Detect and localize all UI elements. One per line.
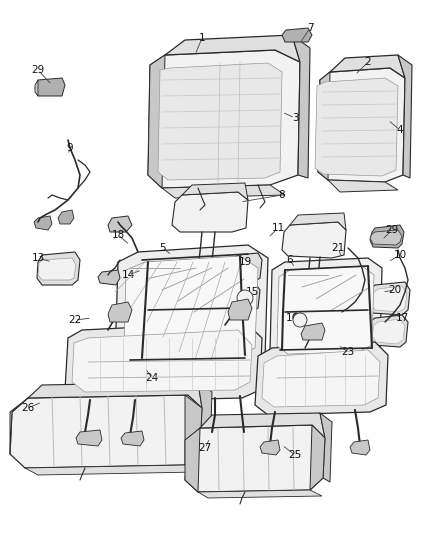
Polygon shape [198,382,212,456]
Polygon shape [185,395,202,465]
Polygon shape [316,272,325,280]
Polygon shape [148,55,165,188]
Text: 5: 5 [159,243,165,253]
Polygon shape [115,245,268,372]
Polygon shape [305,272,315,280]
Text: 21: 21 [332,243,345,253]
Polygon shape [255,342,388,415]
Polygon shape [200,413,325,438]
Polygon shape [370,225,404,248]
Text: 29: 29 [32,65,45,75]
Polygon shape [25,465,198,475]
Text: 6: 6 [287,255,293,265]
Text: 29: 29 [385,225,399,235]
Text: 7: 7 [307,23,313,33]
Polygon shape [185,425,325,492]
Polygon shape [301,323,325,340]
Polygon shape [208,262,218,272]
Polygon shape [350,440,370,455]
Polygon shape [198,490,322,498]
Polygon shape [148,50,300,188]
Text: 24: 24 [145,373,159,383]
Text: 19: 19 [238,257,251,267]
Polygon shape [318,68,405,182]
Polygon shape [10,398,28,454]
Text: 27: 27 [198,443,212,453]
Polygon shape [124,256,258,360]
Text: 13: 13 [32,253,45,263]
Polygon shape [172,192,248,232]
Text: 2: 2 [365,57,371,67]
Polygon shape [328,180,398,192]
Polygon shape [262,350,380,407]
Polygon shape [58,210,74,224]
Polygon shape [35,80,38,96]
Text: 4: 4 [397,125,403,135]
Polygon shape [277,266,374,354]
Polygon shape [34,216,52,230]
Polygon shape [185,428,200,492]
Polygon shape [108,302,132,322]
Polygon shape [228,299,252,320]
Polygon shape [282,222,346,258]
Text: 3: 3 [292,113,298,123]
Polygon shape [270,258,382,362]
Polygon shape [378,315,398,330]
Polygon shape [368,282,410,315]
Polygon shape [278,305,320,335]
Polygon shape [121,431,144,446]
Text: 1: 1 [199,33,205,43]
Polygon shape [98,270,120,285]
Polygon shape [65,322,262,402]
Polygon shape [292,35,310,178]
Text: 9: 9 [67,143,73,153]
Polygon shape [372,319,405,344]
Text: 8: 8 [279,190,285,200]
Polygon shape [165,35,300,62]
Polygon shape [315,78,398,176]
Text: 18: 18 [111,230,125,240]
Polygon shape [260,440,280,455]
Circle shape [237,290,253,306]
Polygon shape [72,330,252,392]
Polygon shape [368,315,408,347]
Polygon shape [35,78,65,96]
Polygon shape [290,213,346,230]
Text: 25: 25 [288,450,302,460]
Text: 23: 23 [341,347,355,357]
Text: 17: 17 [396,313,409,323]
Polygon shape [182,183,248,200]
Text: 26: 26 [21,403,35,413]
Polygon shape [231,283,260,312]
Polygon shape [282,28,312,42]
Polygon shape [330,55,405,78]
Polygon shape [132,272,162,293]
Text: 16: 16 [286,313,299,323]
Text: 11: 11 [272,223,285,233]
Polygon shape [28,382,202,408]
Polygon shape [371,286,407,312]
Text: 15: 15 [245,287,258,297]
Polygon shape [158,63,282,180]
Polygon shape [398,55,412,178]
Polygon shape [162,185,285,198]
Polygon shape [195,262,205,272]
Text: 20: 20 [389,285,402,295]
Polygon shape [318,72,330,180]
Text: 14: 14 [121,270,134,280]
Polygon shape [281,309,317,332]
Polygon shape [370,230,402,245]
Polygon shape [76,430,102,446]
Polygon shape [128,268,165,296]
Circle shape [293,313,307,327]
Polygon shape [231,253,262,282]
Polygon shape [320,413,332,482]
Polygon shape [37,252,80,285]
Polygon shape [310,425,325,490]
Polygon shape [38,258,76,280]
Text: 22: 22 [68,315,81,325]
Polygon shape [10,395,202,468]
Polygon shape [108,216,132,232]
Text: 10: 10 [393,250,406,260]
